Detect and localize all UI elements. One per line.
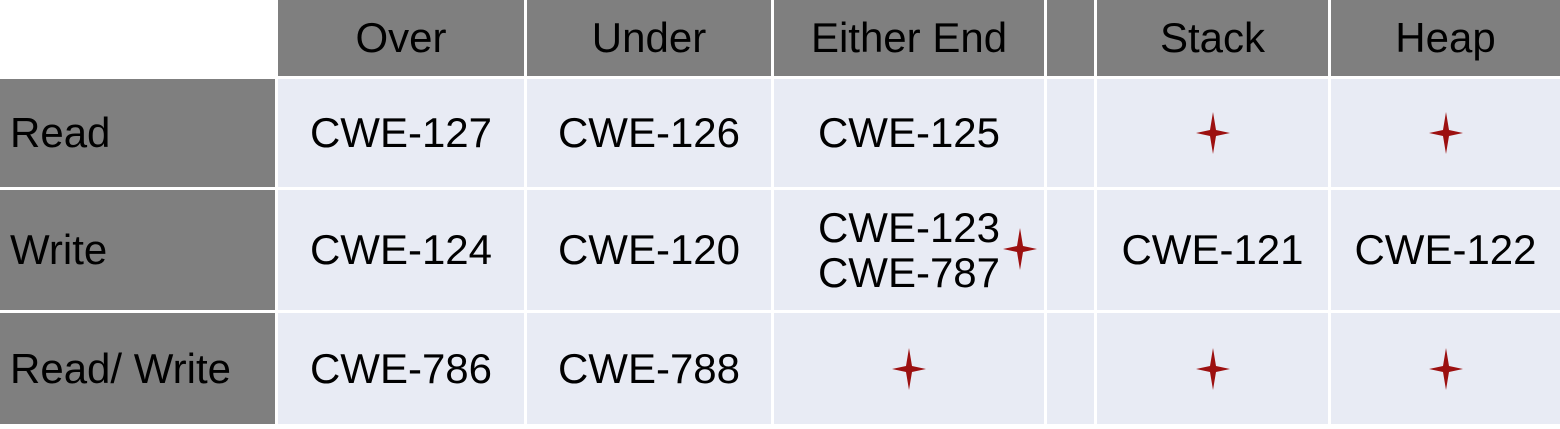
four-point-star-icon xyxy=(1428,112,1463,154)
cell-readwrite-heap xyxy=(1331,313,1560,424)
column-header-stack: Stack xyxy=(1097,0,1328,76)
cell-readwrite-over: CWE-786 xyxy=(278,313,524,424)
column-header-under: Under xyxy=(527,0,771,76)
cell-readwrite-under: CWE-788 xyxy=(527,313,771,424)
cell-readwrite-spacer xyxy=(1047,313,1094,424)
cell-read-stack xyxy=(1097,79,1328,187)
column-header-over: Over xyxy=(278,0,524,76)
cell-read-spacer xyxy=(1047,79,1094,187)
row-header-read: Read xyxy=(0,79,275,187)
cell-readwrite-either-end xyxy=(774,313,1044,424)
four-point-star-icon xyxy=(1195,112,1230,154)
cell-write-over: CWE-124 xyxy=(278,190,524,310)
cell-write-either-end: CWE-123 CWE-787 xyxy=(774,190,1044,310)
cell-write-stack: CWE-121 xyxy=(1097,190,1328,310)
four-point-star-icon xyxy=(892,347,926,390)
cell-readwrite-stack xyxy=(1097,313,1328,424)
cell-write-heap: CWE-122 xyxy=(1331,190,1560,310)
row-header-read-write: Read/ Write xyxy=(0,313,275,424)
cell-read-under: CWE-126 xyxy=(527,79,771,187)
cell-read-over: CWE-127 xyxy=(278,79,524,187)
column-header-either-end: Either End xyxy=(774,0,1044,76)
four-point-star-icon xyxy=(1003,228,1037,270)
cell-write-under: CWE-120 xyxy=(527,190,771,310)
cell-write-spacer xyxy=(1047,190,1094,310)
column-header-spacer xyxy=(1047,0,1094,76)
four-point-star-icon xyxy=(1195,347,1230,390)
cell-read-either-end: CWE-125 xyxy=(774,79,1044,187)
row-header-write: Write xyxy=(0,190,275,310)
column-header-heap: Heap xyxy=(1331,0,1560,76)
four-point-star-icon xyxy=(1428,347,1463,390)
cell-read-heap xyxy=(1331,79,1560,187)
